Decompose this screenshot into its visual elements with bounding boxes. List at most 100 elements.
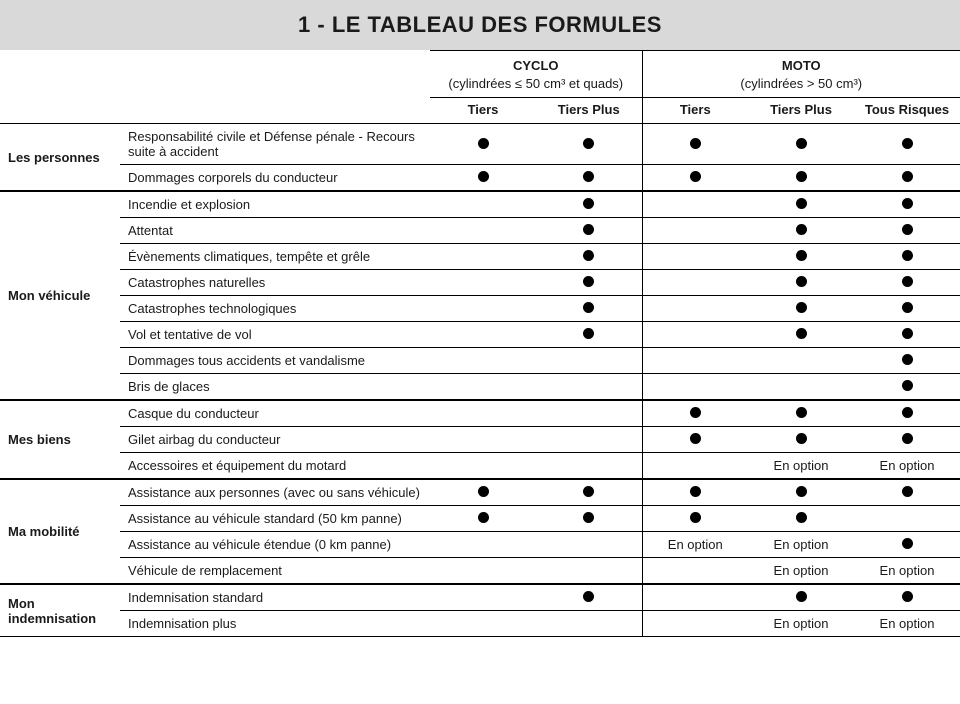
dot-icon [690,512,701,523]
coverage-cell [748,374,854,401]
table-row: Mes biensCasque du conducteur [0,400,960,427]
dot-icon [583,328,594,339]
coverage-cell [854,479,960,506]
dot-icon [902,354,913,365]
dot-icon [583,171,594,182]
coverage-cell: En option [854,453,960,480]
coverage-cell [536,584,642,611]
table-row: Ma mobilitéAssistance aux personnes (ave… [0,479,960,506]
coverage-cell: En option [748,532,854,558]
dot-icon [796,433,807,444]
item-label: Véhicule de remplacement [120,558,430,585]
plan-header: Tiers Plus [536,98,642,124]
table-body: Les personnesResponsabilité civile et Dé… [0,124,960,637]
item-label: Assistance au véhicule étendue (0 km pan… [120,532,430,558]
coverage-cell [536,506,642,532]
formulas-table: CYCLO (cylindrées ≤ 50 cm³ et quads) MOT… [0,50,960,637]
coverage-cell [536,453,642,480]
dot-icon [583,138,594,149]
dot-icon [902,302,913,313]
coverage-cell [536,374,642,401]
coverage-cell [854,400,960,427]
coverage-cell [430,374,536,401]
dot-icon [583,198,594,209]
dot-icon [902,538,913,549]
item-label: Gilet airbag du conducteur [120,427,430,453]
dot-icon [902,486,913,497]
dot-icon [902,433,913,444]
coverage-cell [854,244,960,270]
category-cell: Mon indemnisation [0,584,120,637]
coverage-cell [748,322,854,348]
coverage-cell [430,296,536,322]
item-label: Casque du conducteur [120,400,430,427]
table-row: Bris de glaces [0,374,960,401]
table-row: Dommages tous accidents et vandalisme [0,348,960,374]
coverage-cell [642,400,748,427]
dot-icon [478,486,489,497]
dot-icon [902,171,913,182]
table-row: Assistance au véhicule standard (50 km p… [0,506,960,532]
coverage-cell [854,191,960,218]
item-label: Catastrophes naturelles [120,270,430,296]
coverage-cell [430,584,536,611]
dot-icon [583,302,594,313]
group-header-moto: MOTO (cylindrées > 50 cm³) [642,51,960,98]
coverage-cell [642,270,748,296]
item-label: Incendie et explosion [120,191,430,218]
coverage-cell [854,165,960,192]
table-row: Attentat [0,218,960,244]
coverage-cell [536,400,642,427]
coverage-cell [854,218,960,244]
item-label: Vol et tentative de vol [120,322,430,348]
coverage-cell [642,611,748,637]
coverage-cell [430,191,536,218]
item-label: Accessoires et équipement du motard [120,453,430,480]
dot-icon [796,171,807,182]
coverage-cell [536,532,642,558]
dot-icon [796,276,807,287]
coverage-cell [536,244,642,270]
item-label: Bris de glaces [120,374,430,401]
coverage-cell [854,348,960,374]
table-row: Indemnisation plusEn optionEn option [0,611,960,637]
item-label: Dommages tous accidents et vandalisme [120,348,430,374]
dot-icon [583,512,594,523]
coverage-cell [854,322,960,348]
coverage-cell [430,244,536,270]
table-header: CYCLO (cylindrées ≤ 50 cm³ et quads) MOT… [0,51,960,124]
dot-icon [796,138,807,149]
coverage-cell [854,124,960,165]
coverage-cell [430,322,536,348]
dot-icon [902,198,913,209]
dot-icon [796,302,807,313]
coverage-cell [536,427,642,453]
coverage-cell [430,124,536,165]
coverage-cell [642,479,748,506]
dot-icon [796,407,807,418]
coverage-cell [536,611,642,637]
item-label: Dommages corporels du conducteur [120,165,430,192]
dot-icon [583,276,594,287]
coverage-cell [642,191,748,218]
dot-icon [902,380,913,391]
item-label: Assistance aux personnes (avec ou sans v… [120,479,430,506]
coverage-cell [642,506,748,532]
coverage-cell: En option [642,532,748,558]
dot-icon [902,138,913,149]
coverage-cell [748,218,854,244]
coverage-cell [642,165,748,192]
category-cell: Ma mobilité [0,479,120,584]
coverage-cell [430,400,536,427]
dot-icon [690,486,701,497]
category-cell: Mon véhicule [0,191,120,400]
dot-icon [902,328,913,339]
coverage-cell [854,296,960,322]
coverage-cell [642,584,748,611]
table-row: Catastrophes naturelles [0,270,960,296]
dot-icon [583,224,594,235]
item-label: Responsabilité civile et Défense pénale … [120,124,430,165]
plan-header: Tiers Plus [748,98,854,124]
coverage-cell [430,506,536,532]
coverage-cell [430,427,536,453]
